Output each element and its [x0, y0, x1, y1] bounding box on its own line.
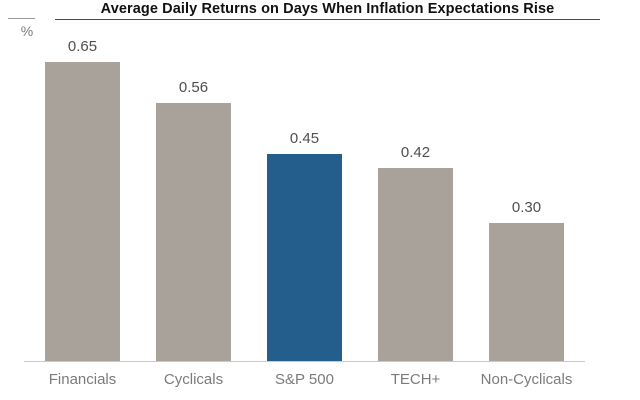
category-label: Non-Cyclicals: [480, 371, 573, 388]
bar-column: 0.30 Non-Cyclicals: [481, 20, 573, 388]
bar-column: 0.65 Financials: [45, 20, 120, 388]
y-axis-unit-label: %: [20, 23, 34, 39]
bar-value-label: 0.30: [511, 199, 542, 216]
bar: [45, 62, 120, 361]
category-label: S&P 500: [275, 371, 334, 388]
bar-column: 0.56 Cyclicals: [156, 20, 231, 388]
category-label: Financials: [48, 371, 117, 388]
bar-value-label: 0.42: [400, 144, 431, 161]
unit-rule-line: [8, 17, 35, 19]
bar-value-label: 0.65: [67, 38, 98, 55]
bar: [267, 154, 342, 361]
bar: [489, 223, 564, 361]
bar-value-label: 0.56: [178, 79, 209, 96]
bar-value-label: 0.45: [289, 130, 320, 147]
chart-title: Average Daily Returns on Days When Infla…: [55, 1, 600, 20]
plot-area: 0.65 Financials 0.56 Cyclicals 0.45 S&P …: [24, 20, 585, 388]
category-label: Cyclicals: [163, 371, 224, 388]
bar-column: 0.42 TECH+: [378, 20, 453, 388]
bar: [378, 168, 453, 361]
bar-column: 0.45 S&P 500: [267, 20, 342, 388]
bar: [156, 103, 231, 361]
category-label: TECH+: [390, 371, 441, 388]
